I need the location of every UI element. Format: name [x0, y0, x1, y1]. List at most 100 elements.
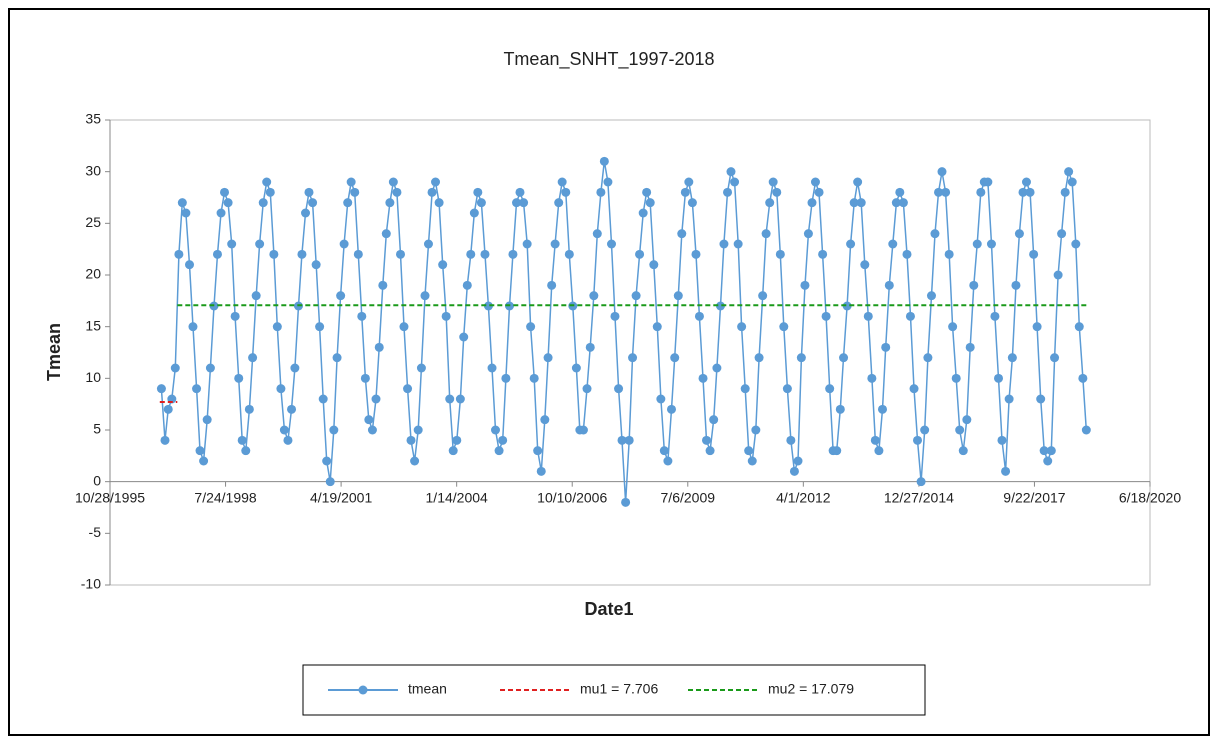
- data-point: [241, 446, 251, 456]
- data-point: [445, 394, 455, 404]
- data-point: [1036, 394, 1046, 404]
- x-tick-label: 9/22/2017: [1003, 489, 1065, 505]
- data-point: [234, 373, 244, 383]
- data-point: [287, 404, 297, 414]
- data-point: [874, 446, 884, 456]
- data-point: [793, 456, 803, 466]
- data-point: [944, 249, 954, 259]
- data-point: [603, 177, 613, 187]
- data-point: [304, 187, 314, 197]
- data-point: [202, 415, 212, 425]
- data-point: [318, 394, 328, 404]
- data-point: [462, 280, 472, 290]
- data-point: [452, 435, 462, 445]
- data-point: [469, 208, 479, 218]
- data-point: [666, 404, 676, 414]
- data-point: [431, 177, 441, 187]
- data-point: [786, 435, 796, 445]
- data-point: [863, 311, 873, 321]
- data-point: [336, 291, 346, 301]
- chart-frame: [8, 8, 1210, 736]
- data-point: [723, 187, 733, 197]
- data-point: [1021, 177, 1031, 187]
- data-point: [455, 394, 465, 404]
- data-point: [543, 353, 553, 363]
- data-point: [325, 477, 335, 487]
- data-point: [888, 239, 898, 249]
- data-point: [687, 198, 697, 208]
- data-point: [768, 177, 778, 187]
- data-point: [965, 342, 975, 352]
- data-point: [199, 456, 209, 466]
- data-point: [997, 435, 1007, 445]
- data-point: [1057, 229, 1067, 239]
- data-point: [1071, 239, 1081, 249]
- data-point: [258, 198, 268, 208]
- y-tick-label: -5: [89, 524, 102, 540]
- y-tick-label: 5: [93, 421, 101, 437]
- data-point: [941, 187, 951, 197]
- data-point: [434, 198, 444, 208]
- data-point: [779, 322, 789, 332]
- data-point: [592, 229, 602, 239]
- data-point: [227, 239, 237, 249]
- data-point: [652, 322, 662, 332]
- data-point: [476, 198, 486, 208]
- data-point: [177, 198, 187, 208]
- data-point: [357, 311, 367, 321]
- data-point: [1074, 322, 1084, 332]
- data-point: [631, 291, 641, 301]
- x-tick-label: 12/27/2014: [884, 489, 954, 505]
- legend-label: mu1 = 7.706: [580, 681, 658, 697]
- y-tick-label: 25: [85, 214, 101, 230]
- data-point: [659, 446, 669, 456]
- data-point: [751, 425, 761, 435]
- data-point: [339, 239, 349, 249]
- data-point: [758, 291, 768, 301]
- chart-title: Tmean_SNHT_1997-2018: [503, 49, 714, 70]
- data-point: [926, 291, 936, 301]
- data-point: [726, 167, 736, 177]
- data-point: [557, 177, 567, 187]
- data-point: [1029, 249, 1039, 259]
- x-axis-title: Date1: [584, 599, 633, 619]
- data-point: [1064, 167, 1074, 177]
- data-point: [283, 435, 293, 445]
- data-point: [483, 301, 493, 311]
- x-tick-label: 4/19/2001: [310, 489, 372, 505]
- data-point: [371, 394, 381, 404]
- y-tick-label: 0: [93, 472, 101, 488]
- y-tick-label: 30: [85, 162, 101, 178]
- data-point: [364, 415, 374, 425]
- data-point: [561, 187, 571, 197]
- data-point: [578, 425, 588, 435]
- data-point: [867, 373, 877, 383]
- legend-label: tmean: [408, 681, 447, 697]
- data-point: [571, 363, 581, 373]
- data-point: [269, 249, 279, 259]
- data-point: [459, 332, 469, 342]
- data-point: [392, 187, 402, 197]
- data-point: [807, 198, 817, 208]
- data-point: [374, 342, 384, 352]
- data-point: [332, 353, 342, 363]
- data-point: [163, 404, 173, 414]
- data-point: [730, 177, 740, 187]
- data-point: [360, 373, 370, 383]
- data-point: [994, 373, 1004, 383]
- data-point: [905, 311, 915, 321]
- data-point: [237, 435, 247, 445]
- data-point: [913, 435, 923, 445]
- data-point: [955, 425, 965, 435]
- data-point: [884, 280, 894, 290]
- data-point: [540, 415, 550, 425]
- data-point: [920, 425, 930, 435]
- data-point: [624, 435, 634, 445]
- data-point: [969, 280, 979, 290]
- data-point: [156, 384, 166, 394]
- data-point: [1025, 187, 1035, 197]
- data-point: [498, 435, 508, 445]
- data-point: [747, 456, 757, 466]
- data-point: [550, 239, 560, 249]
- data-point: [1078, 373, 1088, 383]
